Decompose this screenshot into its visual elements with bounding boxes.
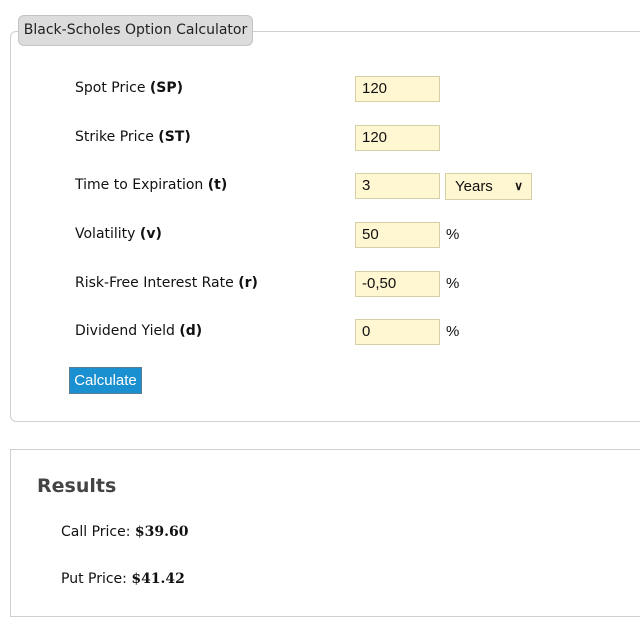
strike-price-input[interactable]: 120	[355, 125, 440, 151]
chevron-down-icon: ∨	[514, 179, 523, 193]
call-price-value: $39.60	[134, 524, 189, 540]
results-panel	[10, 449, 640, 617]
dividend-yield-input[interactable]: 0	[355, 319, 440, 345]
dividend-yield-row: Dividend Yield (d) 0 %	[0, 319, 640, 345]
strike-price-row: Strike Price (ST) 120	[0, 125, 640, 151]
calculator-panel	[10, 31, 640, 422]
time-unit-value: Years	[455, 178, 493, 195]
risk-free-rate-percent: %	[446, 275, 460, 292]
results-title: Results	[37, 475, 117, 497]
call-price: Call Price: $39.60	[61, 524, 189, 540]
spot-price-label: Spot Price (SP)	[75, 80, 184, 96]
calculator-title: Black-Scholes Option Calculator	[18, 15, 253, 46]
dividend-yield-percent: %	[446, 323, 460, 340]
time-unit-select[interactable]: Years ∨	[445, 173, 532, 200]
volatility-percent: %	[446, 226, 460, 243]
time-to-expiration-row: Time to Expiration (t) 3 Years ∨	[0, 173, 640, 200]
volatility-label: Volatility (v)	[75, 226, 162, 242]
volatility-input[interactable]: 50	[355, 222, 440, 248]
dividend-yield-label: Dividend Yield (d)	[75, 323, 203, 339]
put-price-value: $41.42	[131, 571, 185, 587]
time-to-expiration-input[interactable]: 3	[355, 173, 440, 199]
strike-price-label: Strike Price (ST)	[75, 129, 191, 145]
risk-free-rate-row: Risk-Free Interest Rate (r) -0,50 %	[0, 271, 640, 297]
spot-price-input[interactable]: 120	[355, 76, 440, 102]
calculate-button[interactable]: Calculate	[69, 367, 142, 394]
risk-free-rate-label: Risk-Free Interest Rate (r)	[75, 275, 258, 291]
time-to-expiration-label: Time to Expiration (t)	[75, 177, 228, 193]
put-price: Put Price: $41.42	[61, 571, 185, 587]
volatility-row: Volatility (v) 50 %	[0, 222, 640, 248]
spot-price-row: Spot Price (SP) 120	[0, 76, 640, 102]
risk-free-rate-input[interactable]: -0,50	[355, 271, 440, 297]
